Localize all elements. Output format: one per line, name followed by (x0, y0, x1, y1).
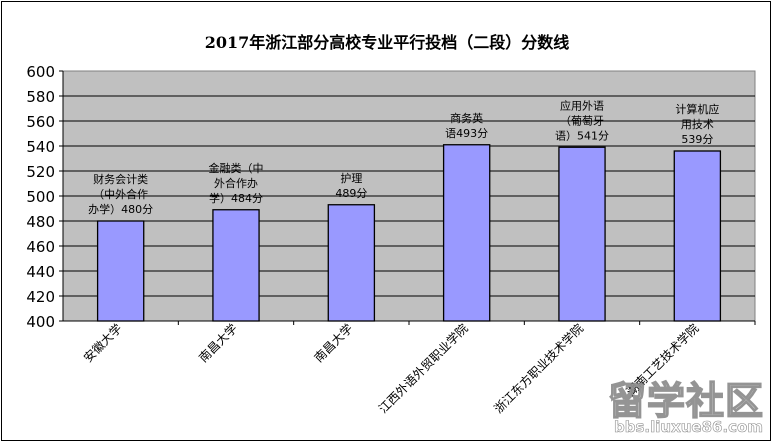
x-category-label: 安徽大学 (80, 321, 125, 366)
y-tick-label: 520 (26, 163, 55, 181)
data-label: 用技术 (681, 118, 714, 131)
x-category-label: 江西外语外贸职业学院 (375, 321, 470, 416)
y-tick-label: 420 (26, 288, 55, 306)
x-category-label: 南昌大学 (196, 321, 241, 366)
data-label: （中外合作 (93, 187, 148, 201)
data-label: 商务英 (450, 111, 483, 125)
data-label: 办学）480分 (88, 202, 153, 216)
bar (673, 150, 722, 322)
y-tick-label: 580 (26, 88, 55, 106)
data-label: 489分 (335, 187, 367, 200)
y-tick-label: 600 (26, 63, 55, 81)
y-tick-label: 500 (26, 188, 55, 206)
data-label: 学）484分 (209, 191, 263, 205)
bar (558, 146, 606, 322)
bar (442, 144, 491, 322)
data-label: 语493分 (445, 127, 488, 140)
y-tick-label: 540 (26, 138, 55, 156)
data-label: 外合作办 (214, 176, 258, 190)
data-label: 财务会计类 (93, 172, 148, 186)
data-label: 计算机应 (675, 102, 719, 116)
y-tick-label: 460 (26, 238, 55, 256)
y-tick-label: 440 (26, 263, 55, 281)
x-category-label: 南昌大学 (311, 321, 356, 366)
y-tick-label: 560 (26, 113, 55, 131)
data-label: 应用外语 (560, 98, 604, 112)
x-category-label: 湖南工艺技术学院 (623, 321, 701, 399)
data-label: 539分 (681, 133, 713, 146)
data-label: （葡萄牙 (560, 114, 604, 127)
bar (327, 204, 376, 322)
bar (212, 209, 260, 322)
bar (96, 220, 145, 322)
chart-title: 2017年浙江部分高校专业平行投档（二段）分数线 (204, 33, 570, 52)
data-label: 语）541分 (555, 129, 609, 142)
data-label: 金融类（中 (209, 161, 264, 175)
y-tick-label: 480 (26, 213, 55, 231)
data-label: 护理 (340, 171, 362, 185)
x-category-label: 浙江东方职业技术学院 (491, 321, 586, 416)
y-tick-label: 400 (26, 313, 55, 331)
